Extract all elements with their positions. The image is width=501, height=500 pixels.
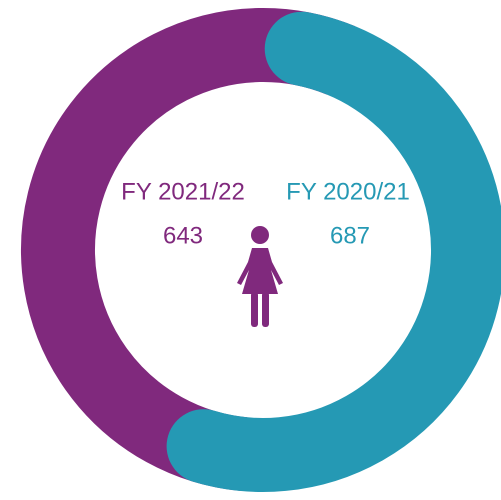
donut-segment bbox=[166, 11, 501, 492]
icon-body bbox=[237, 248, 283, 294]
icon-leg bbox=[251, 292, 258, 327]
category-label: FY 2021/22 bbox=[121, 178, 245, 205]
icon-head bbox=[251, 226, 269, 244]
category-label: FY 2020/21 bbox=[286, 178, 410, 205]
woman-icon bbox=[237, 226, 283, 327]
donut-segment bbox=[21, 8, 355, 491]
ring bbox=[21, 8, 501, 492]
value-label: 687 bbox=[330, 222, 370, 249]
value-label: 643 bbox=[163, 222, 203, 249]
icon-leg bbox=[262, 292, 269, 327]
